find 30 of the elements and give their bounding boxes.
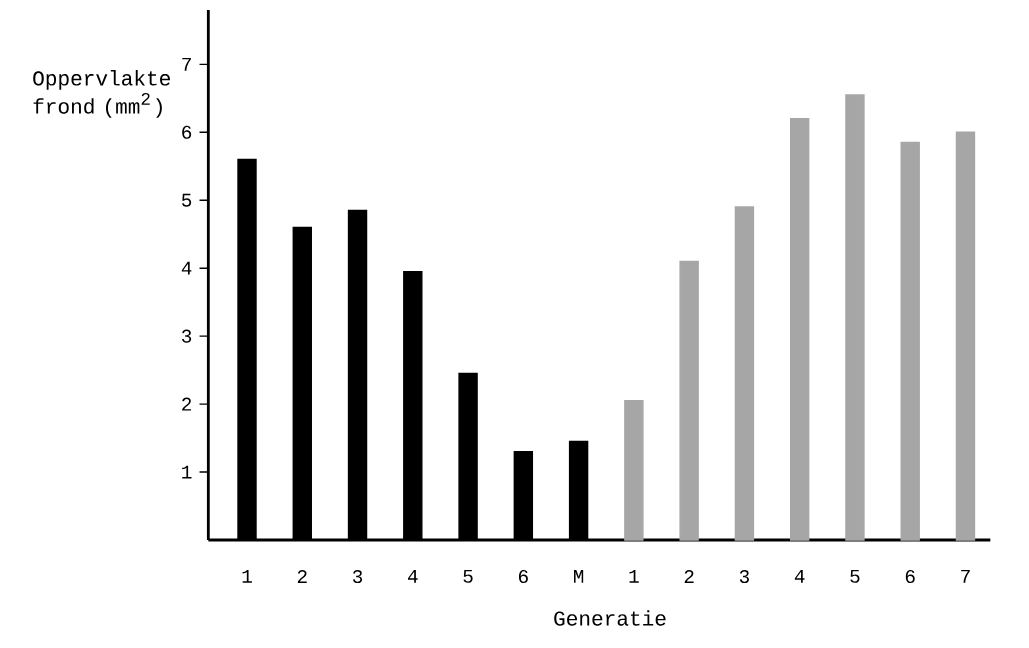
- bar: [624, 399, 644, 541]
- x-tick-label: 3: [739, 569, 749, 584]
- x-tick-label: 1: [242, 569, 252, 583]
- y-tick-label: 4: [181, 261, 192, 275]
- bar: [679, 260, 699, 541]
- x-tick-label: M: [574, 569, 584, 583]
- x-tick-label: 5: [463, 569, 473, 583]
- y-tick-label: 2: [182, 397, 192, 411]
- x-tick-label: 1: [629, 569, 639, 583]
- x-tick-label: 4: [794, 569, 805, 583]
- x-tick-label: 7: [961, 569, 970, 583]
- y-tick-label: 1: [182, 465, 192, 479]
- bar: [900, 141, 920, 541]
- x-tick-label: 4: [408, 569, 418, 583]
- y-tick-label: 6: [182, 125, 192, 139]
- x-tick-label: 3: [352, 569, 363, 584]
- x-tick-label: 2: [684, 569, 694, 583]
- bar: [789, 117, 810, 541]
- y-tick-label: 3: [182, 329, 192, 343]
- x-axis-title: Generatie: [554, 610, 666, 626]
- bar: [955, 131, 976, 541]
- bar: [734, 206, 755, 541]
- x-tick-label: 2: [297, 569, 307, 583]
- x-tick-label: 5: [850, 569, 860, 583]
- x-tick-label: 6: [518, 569, 528, 584]
- bar: [845, 94, 865, 541]
- y-tick-label: 5: [182, 193, 192, 207]
- y-tick-label: 7: [182, 57, 191, 71]
- y-axis-title: Oppervlakte frond (mm$^{2}$): [33, 70, 170, 118]
- x-tick-label: 6: [905, 569, 915, 584]
